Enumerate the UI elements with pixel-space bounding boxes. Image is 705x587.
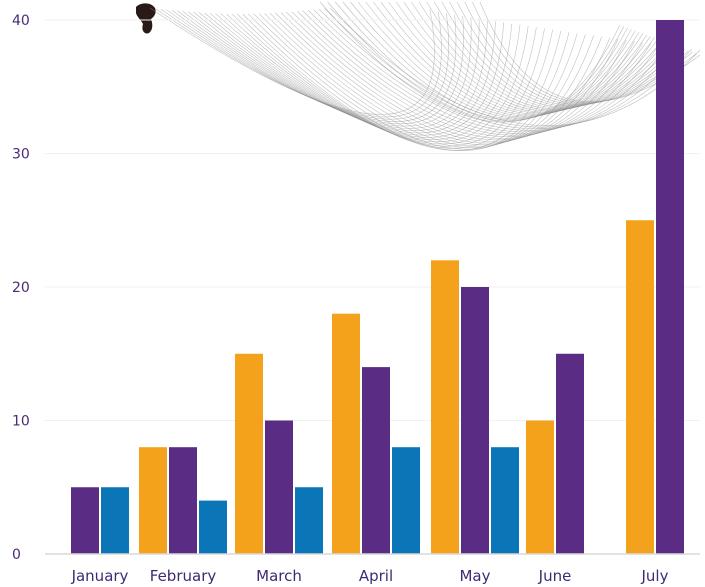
pattern-line bbox=[426, 1, 674, 109]
pattern-line bbox=[264, 13, 603, 145]
grid bbox=[45, 19, 700, 421]
pattern-line bbox=[220, 13, 537, 145]
bar-july-series-1 bbox=[626, 220, 654, 554]
y-tick-label: 40 bbox=[12, 13, 30, 29]
bar-may-series-3 bbox=[491, 447, 519, 554]
bar-may-series-2 bbox=[461, 287, 489, 554]
bar-january-series-2 bbox=[71, 487, 99, 554]
bar-april-series-3 bbox=[392, 447, 420, 554]
pattern-line bbox=[418, 1, 670, 110]
pattern-line bbox=[231, 13, 554, 149]
bar-january-series-3 bbox=[101, 487, 129, 554]
pattern-line bbox=[434, 1, 678, 108]
pattern-line bbox=[395, 1, 659, 113]
pattern-line bbox=[307, 10, 668, 133]
x-tick-label-june: June bbox=[538, 567, 572, 585]
x-tick-label-january: January bbox=[71, 567, 129, 585]
bar-may-series-1 bbox=[431, 260, 459, 554]
bars bbox=[71, 20, 684, 554]
bar-march-series-3 bbox=[295, 487, 323, 554]
pattern-line bbox=[365, 1, 644, 117]
x-tick-label-february: February bbox=[150, 567, 217, 585]
pattern-line bbox=[302, 10, 660, 134]
bar-february-series-2 bbox=[169, 447, 197, 554]
pattern-line bbox=[327, 1, 625, 122]
pattern-line bbox=[411, 1, 666, 111]
x-tick-label-april: April bbox=[359, 567, 393, 585]
pattern-line bbox=[198, 12, 504, 136]
bar-april-series-2 bbox=[362, 367, 390, 554]
pattern-line bbox=[456, 1, 689, 105]
pattern-line bbox=[313, 9, 676, 131]
pattern-line bbox=[247, 13, 578, 150]
bar-february-series-1 bbox=[139, 447, 167, 554]
y-tick-label: 20 bbox=[12, 280, 30, 296]
pattern-line bbox=[297, 11, 652, 136]
pattern-line bbox=[403, 1, 663, 112]
pattern-line bbox=[319, 1, 621, 123]
x-tick-label-may: May bbox=[459, 567, 490, 585]
pattern-line bbox=[280, 12, 627, 141]
bar-april-series-1 bbox=[332, 313, 360, 554]
pattern-line bbox=[149, 7, 435, 115]
pattern-line bbox=[269, 12, 611, 144]
pattern-line bbox=[373, 1, 647, 116]
pattern-line bbox=[258, 13, 594, 147]
y-tick-label: 0 bbox=[12, 547, 21, 563]
x-tick-label-march: March bbox=[256, 567, 302, 585]
bar-march-series-2 bbox=[265, 420, 293, 554]
string-art-pattern bbox=[149, 1, 701, 152]
pattern-line bbox=[171, 9, 464, 125]
y-tick-label: 10 bbox=[12, 414, 30, 430]
bar-june-series-2 bbox=[556, 353, 584, 554]
pattern-line bbox=[318, 8, 684, 130]
axis: 0 10 20 30 40 January February March April May Jun… bbox=[12, 13, 700, 585]
pattern-line bbox=[253, 13, 586, 149]
pattern-line bbox=[388, 1, 655, 114]
bar-march-series-1 bbox=[235, 353, 263, 554]
pattern-line bbox=[380, 1, 651, 115]
pattern-line bbox=[275, 12, 619, 142]
decoration-layer bbox=[136, 1, 701, 152]
pattern-line bbox=[441, 1, 682, 107]
bar-june-series-1 bbox=[526, 420, 554, 554]
pattern-line bbox=[342, 1, 632, 120]
pattern-line bbox=[350, 1, 636, 119]
pattern-line bbox=[329, 7, 701, 126]
pattern-line bbox=[209, 12, 521, 140]
pattern-line bbox=[464, 1, 693, 104]
pattern-line bbox=[242, 13, 570, 152]
y-tick-label: 30 bbox=[12, 147, 30, 163]
pattern-line bbox=[160, 8, 449, 120]
pattern-line bbox=[324, 8, 693, 128]
pattern-line bbox=[335, 1, 628, 121]
pattern-line bbox=[193, 11, 496, 134]
pattern-line bbox=[187, 11, 488, 131]
pattern-line bbox=[166, 9, 457, 122]
pattern-line bbox=[449, 1, 685, 106]
x-tick-label-july: July bbox=[641, 567, 669, 585]
ink-blot bbox=[136, 3, 156, 34]
bar-july-series-2 bbox=[656, 20, 684, 554]
pattern-line bbox=[155, 8, 442, 118]
bar-february-series-3 bbox=[199, 500, 227, 554]
pattern-line bbox=[357, 1, 640, 118]
